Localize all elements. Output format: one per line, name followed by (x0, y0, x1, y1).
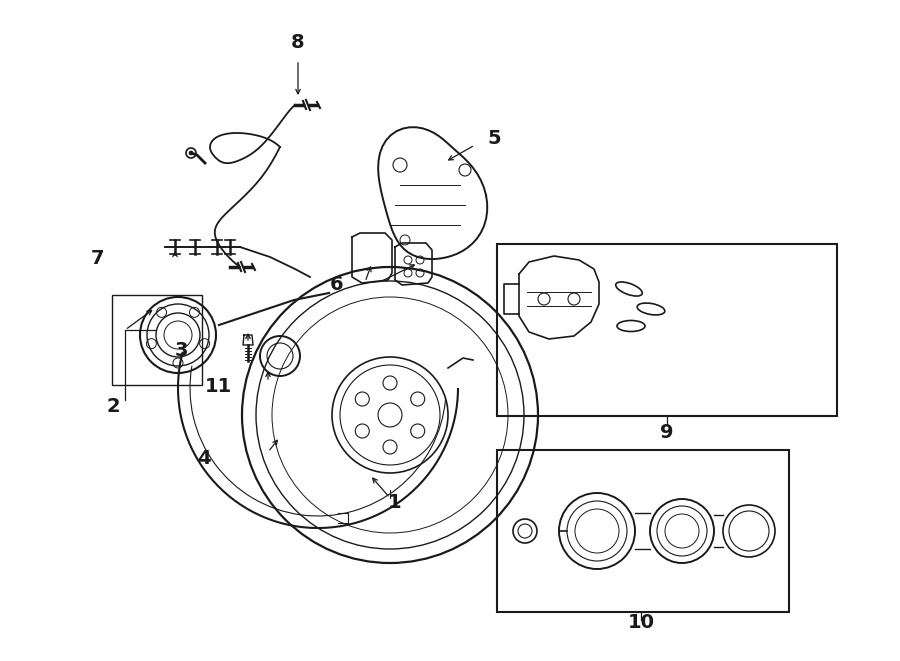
Text: 6: 6 (330, 276, 344, 295)
Text: 2: 2 (106, 397, 120, 416)
Text: 1: 1 (388, 494, 401, 512)
Text: 5: 5 (487, 128, 500, 147)
Text: 7: 7 (90, 249, 104, 268)
Text: 10: 10 (627, 613, 654, 631)
Text: 4: 4 (197, 449, 211, 467)
Text: 9: 9 (661, 422, 674, 442)
Bar (112, 295, 202, 385)
Bar (497, 244, 837, 416)
Text: 11: 11 (204, 377, 231, 397)
Text: 3: 3 (175, 340, 188, 360)
Text: 8: 8 (292, 32, 305, 52)
Bar (497, 450, 789, 612)
Circle shape (189, 151, 193, 155)
